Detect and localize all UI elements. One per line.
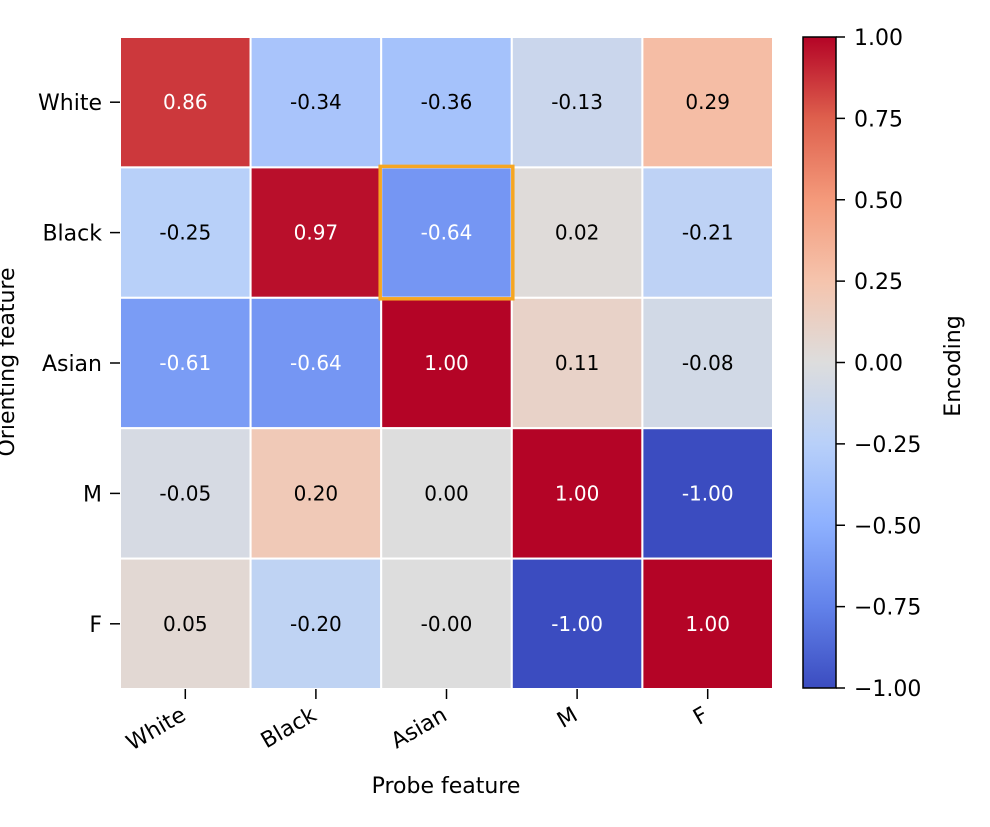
colorbar: 1.00 0.75 0.50 0.25 0.00 −0.25 −0.50 −0.75 −1.00… bbox=[802, 26, 966, 702]
heatmap-cell bbox=[641, 427, 775, 560]
colorbar-tick-label: 0.25 bbox=[854, 270, 903, 295]
cell-value-label: -0.61 bbox=[159, 351, 211, 375]
x-tick-label: F bbox=[689, 703, 712, 731]
heatmap-cell bbox=[641, 166, 775, 299]
x-axis: White Black Asian M F bbox=[122, 689, 713, 757]
heatmap-cells: 0.86 -0.34 -0.36 -0.13 0.29 -0.25 0.97 -0.64 0.0… bbox=[119, 36, 775, 690]
cell-value-label: -0.21 bbox=[682, 221, 734, 245]
cell-value-label: -0.25 bbox=[159, 221, 211, 245]
cell-value-label: -1.00 bbox=[682, 481, 734, 505]
cell-value-label: -0.34 bbox=[290, 90, 342, 114]
heatmap-cell bbox=[510, 36, 644, 169]
heatmap-cell bbox=[119, 36, 252, 169]
heatmap-cell bbox=[119, 557, 252, 690]
colorbar-gradient bbox=[802, 36, 837, 689]
y-tick-label: F bbox=[89, 613, 102, 638]
x-axis-label: Probe feature bbox=[372, 774, 521, 799]
cell-value-label: 0.11 bbox=[555, 351, 600, 375]
heatmap-cell bbox=[380, 557, 513, 690]
cell-value-label: 0.02 bbox=[555, 221, 600, 245]
colorbar-tick-label: −0.25 bbox=[854, 433, 921, 458]
x-tick-label: White bbox=[122, 703, 190, 757]
cell-value-label: 1.00 bbox=[424, 351, 469, 375]
cell-value-label: 0.29 bbox=[685, 90, 730, 114]
cell-value-label: 1.00 bbox=[685, 612, 730, 636]
cell-value-label: 0.86 bbox=[163, 90, 208, 114]
cell-value-label: -1.00 bbox=[551, 612, 603, 636]
x-tick-label: M bbox=[553, 703, 582, 734]
y-axis: White Black Asian M F bbox=[38, 91, 120, 638]
colorbar-tick-label: −1.00 bbox=[854, 677, 921, 702]
x-tick-label: Black bbox=[257, 702, 321, 754]
heatmap-cell bbox=[249, 36, 383, 169]
cell-value-label: 0.05 bbox=[163, 612, 208, 636]
colorbar-tick-label: 0.75 bbox=[854, 107, 903, 132]
heatmap-cell bbox=[249, 427, 383, 560]
cell-value-label: 0.97 bbox=[294, 221, 339, 245]
y-tick-label: White bbox=[38, 91, 102, 116]
cell-value-label: -0.20 bbox=[290, 612, 342, 636]
cell-value-label: -0.64 bbox=[290, 351, 342, 375]
cell-value-label: -0.13 bbox=[551, 90, 603, 114]
y-tick-label: Asian bbox=[42, 352, 102, 377]
cell-value-label: -0.36 bbox=[421, 90, 473, 114]
heatmap-cell bbox=[510, 427, 644, 560]
cell-value-label: 1.00 bbox=[555, 481, 600, 505]
heatmap-cell bbox=[380, 427, 513, 560]
heatmap-cell bbox=[249, 296, 383, 430]
cell-value-label: -0.00 bbox=[421, 612, 473, 636]
cell-value-label: 0.00 bbox=[424, 481, 469, 505]
heatmap-cell bbox=[249, 557, 383, 690]
colorbar-tick-label: 0.00 bbox=[854, 352, 903, 377]
x-tick-label: Asian bbox=[387, 703, 452, 755]
colorbar-tick-label: 1.00 bbox=[854, 26, 903, 51]
highlight-box bbox=[378, 164, 515, 301]
y-axis-label: Orienting feature bbox=[0, 267, 20, 456]
colorbar-tick-label: −0.75 bbox=[854, 596, 921, 621]
heatmap-cell bbox=[380, 36, 513, 169]
highlight-box-layer bbox=[378, 164, 515, 301]
y-tick-label: Black bbox=[42, 222, 102, 247]
colorbar-ticks: 1.00 0.75 0.50 0.25 0.00 −0.25 −0.50 −0.75 −1.00 bbox=[836, 26, 921, 702]
cell-value-label: -0.05 bbox=[159, 481, 211, 505]
heatmap-cell bbox=[641, 557, 775, 690]
cell-value-label: -0.08 bbox=[682, 351, 734, 375]
heatmap-cell bbox=[641, 296, 775, 430]
y-tick-label: M bbox=[83, 482, 102, 507]
colorbar-label: Encoding bbox=[941, 315, 966, 416]
cell-value-label: -0.64 bbox=[421, 221, 473, 245]
colorbar-tick-label: 0.50 bbox=[854, 189, 903, 214]
colorbar-tick-label: −0.50 bbox=[854, 514, 921, 539]
heatmap-cell bbox=[510, 296, 644, 430]
cell-value-label: 0.20 bbox=[294, 481, 339, 505]
